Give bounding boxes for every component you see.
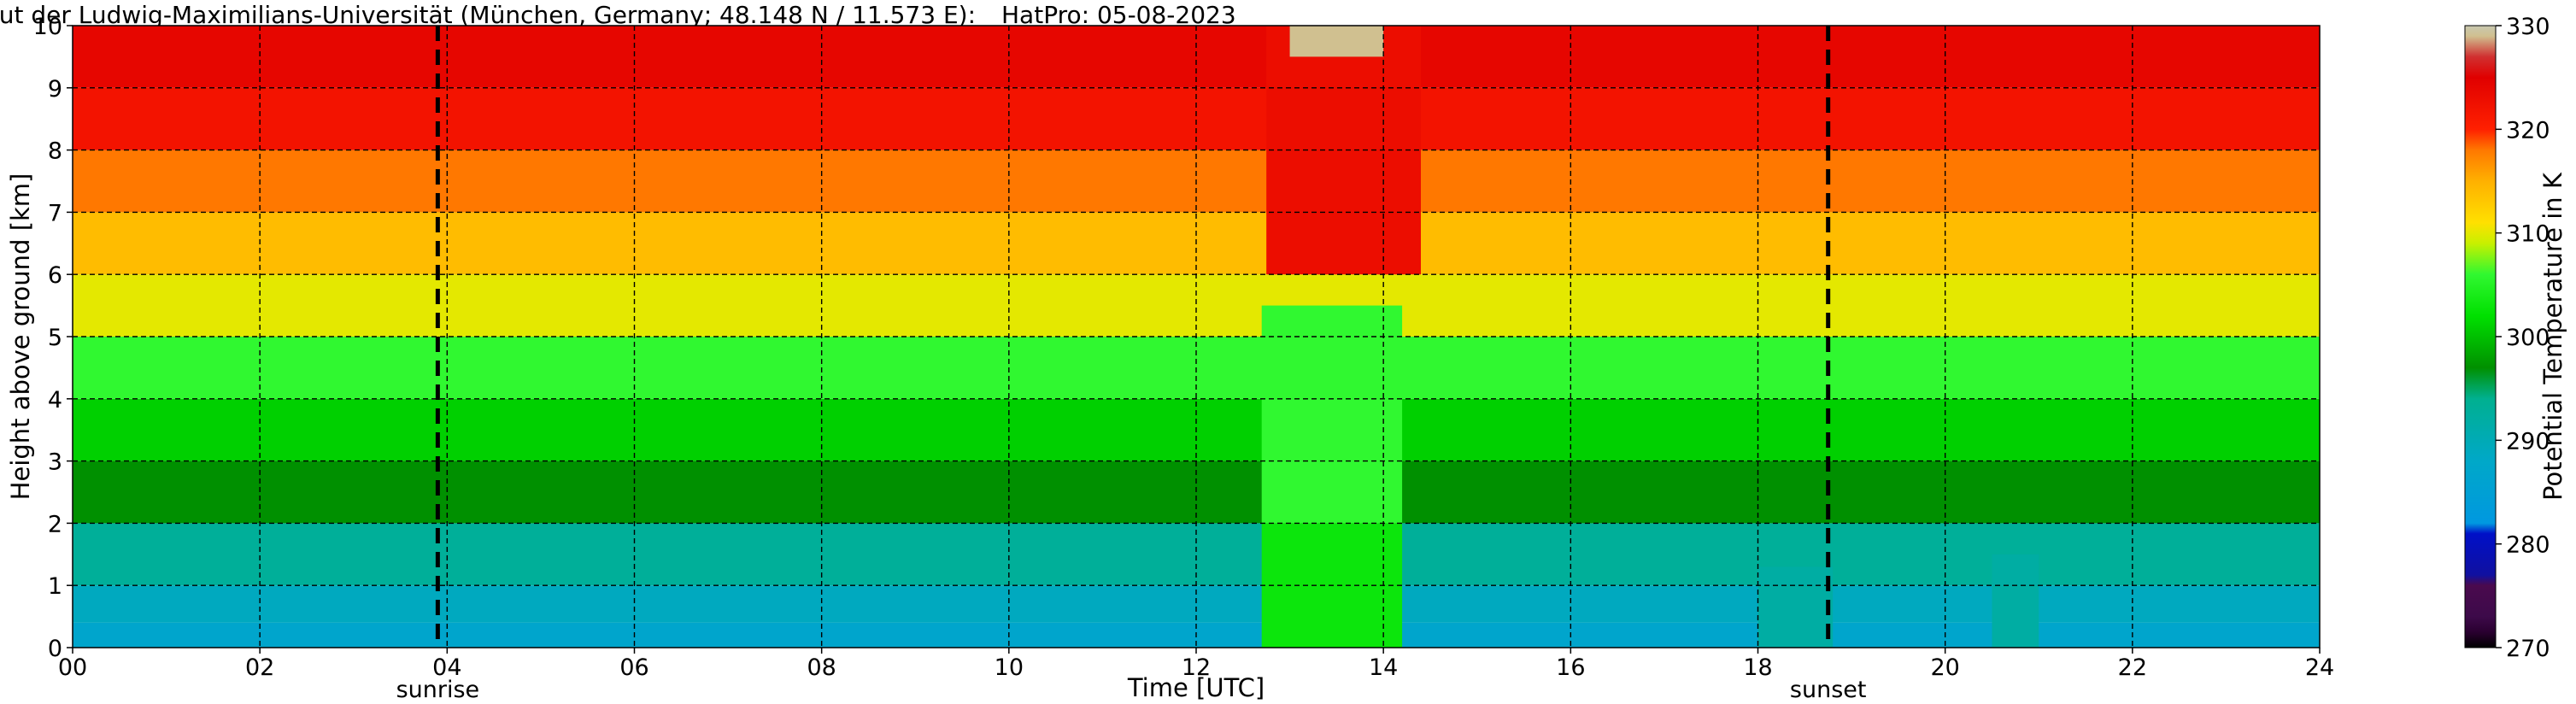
colorbar-tick-label: 280 <box>2506 532 2550 559</box>
x-tick-label: 14 <box>1369 654 1398 681</box>
x-axis-label: Time [UTC] <box>1127 673 1265 702</box>
colorbar-tick-label: 290 <box>2506 428 2550 455</box>
y-tick-label: 4 <box>48 387 62 414</box>
y-tick-label: 6 <box>48 262 62 289</box>
x-tick-label: 10 <box>995 654 1024 681</box>
y-tick-label: 9 <box>48 76 62 103</box>
x-tick-label: 12 <box>1182 654 1211 681</box>
x-tick-label: 20 <box>1930 654 1959 681</box>
colorbar-tick-label: 270 <box>2506 636 2550 662</box>
y-tick-label: 2 <box>48 511 62 537</box>
chart-title-left: Meteorologisches Institut der Ludwig-Max… <box>0 1 976 29</box>
theta-anomaly-region <box>1261 305 1403 524</box>
colorbar-label: Potential Temperature in K <box>2538 172 2567 501</box>
theta-anomaly-region <box>1992 554 2039 648</box>
y-tick-label: 5 <box>48 325 62 351</box>
colorbar-tick-label: 320 <box>2506 117 2550 144</box>
y-tick-label: 1 <box>48 573 62 600</box>
theta-anomaly-region <box>1266 26 1421 275</box>
x-tick-label: 18 <box>1743 654 1772 681</box>
x-tick-label: 22 <box>2118 654 2147 681</box>
y-tick-label: 8 <box>48 138 62 165</box>
y-tick-label: 0 <box>48 636 62 662</box>
colorbar-tick-label: 300 <box>2506 325 2550 351</box>
x-tick-label: 02 <box>245 654 274 681</box>
colorbar-tick-label: 310 <box>2506 221 2550 248</box>
annotation-sunset: sunset <box>1790 677 1867 703</box>
annotation-sunrise: sunrise <box>396 677 480 703</box>
theta-anomaly-region <box>1757 566 1834 648</box>
y-tick-label: 10 <box>33 14 62 40</box>
theta-anomaly-region <box>1289 26 1384 57</box>
colorbar <box>2464 25 2497 648</box>
chart-title-right: HatPro: 05-08-2023 <box>1001 1 1236 29</box>
x-tick-label: 04 <box>432 654 461 681</box>
y-tick-label: 7 <box>48 200 62 226</box>
y-tick-label: 3 <box>48 449 62 476</box>
y-axis-label: Height above ground [km] <box>6 173 35 501</box>
x-tick-label: 24 <box>2305 654 2334 681</box>
colorbar-tick-label: 330 <box>2506 14 2550 40</box>
x-tick-label: 08 <box>807 654 836 681</box>
x-tick-label: 06 <box>619 654 648 681</box>
x-tick-label: 00 <box>58 654 87 681</box>
grid-lines <box>73 26 2320 648</box>
x-tick-label: 16 <box>1556 654 1585 681</box>
